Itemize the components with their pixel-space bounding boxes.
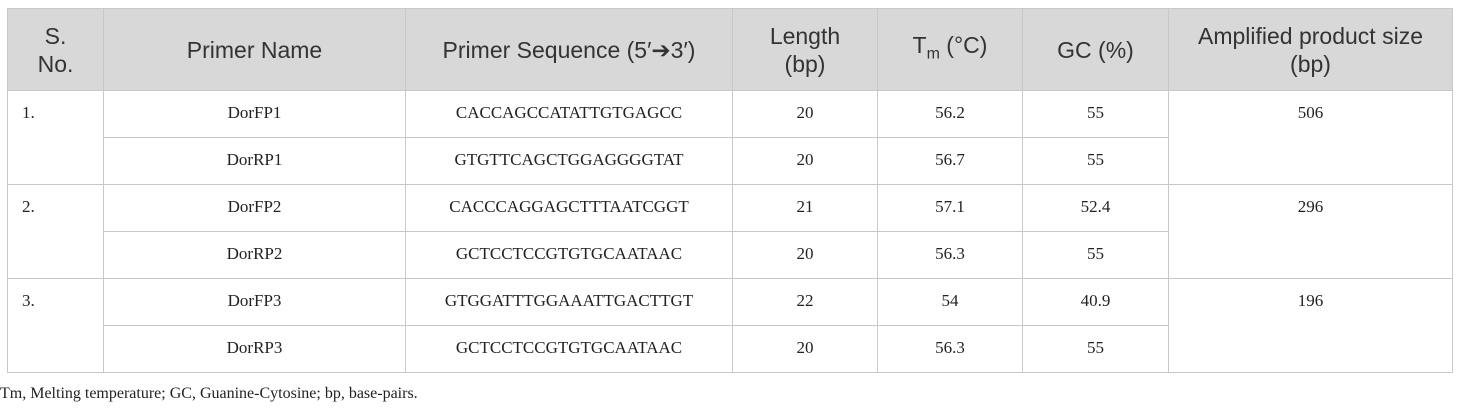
column-header: Tm (°C) xyxy=(877,8,1023,91)
header-text: GC (%) xyxy=(1057,36,1134,63)
cell-name: DorRP1 xyxy=(103,137,406,185)
cell-tm: 57.1 xyxy=(877,184,1023,232)
cell-sequence: GTGTTCAGCTGGAGGGGTAT xyxy=(405,137,733,185)
product-size: 296 xyxy=(1168,184,1453,279)
column-header: GC (%) xyxy=(1022,8,1169,91)
cell-length: 20 xyxy=(732,231,878,279)
cell-sequence: CACCCAGGAGCTTTAATCGGT xyxy=(405,184,733,232)
table-row: DorRP3 GCTCCTCCGTGTGCAATAAC 20 56.3 55 xyxy=(8,325,1453,373)
table-body: 1. DorFP1 CACCAGCCATATTGTGAGCC 20 56.2 55 506 D… xyxy=(7,90,1453,373)
header-text: Amplified product size (bp) xyxy=(1198,22,1423,77)
cell-length: 20 xyxy=(732,90,878,138)
header-text: Primer Sequence (5′➔3′) xyxy=(442,36,696,63)
cell-name: DorFP2 xyxy=(103,184,406,232)
footnote: Tm, Melting temperature; GC, Guanine-Cyt… xyxy=(0,385,418,402)
cell-gc: 55 xyxy=(1022,325,1169,373)
cell-gc: 55 xyxy=(1022,137,1169,185)
table-row: DorRP1 GTGTTCAGCTGGAGGGGTAT 20 56.7 55 xyxy=(8,137,1453,185)
header-text: (°C) xyxy=(939,31,988,58)
cell-sequence: GCTCCTCCGTGTGCAATAAC xyxy=(405,231,733,279)
table-row: 1. DorFP1 CACCAGCCATATTGTGAGCC 20 56.2 55 506 xyxy=(7,90,1453,185)
table-row: 3. DorFP3 GTGGATTTGGAAATTGACTTGT 22 54 40.9 19… xyxy=(7,278,1453,373)
column-header: Length (bp) xyxy=(732,8,878,91)
header-text: Length (bp) xyxy=(769,22,841,77)
column-header: Amplified product size (bp) xyxy=(1168,8,1453,91)
header-text: Primer Name xyxy=(186,36,323,63)
cell-name: DorFP3 xyxy=(103,278,406,326)
serial-number: 2. xyxy=(7,184,104,279)
cell-name: DorFP1 xyxy=(103,90,406,138)
column-header: S. No. xyxy=(7,8,104,91)
cell-name: DorRP3 xyxy=(103,325,406,373)
table-row: DorRP2 GCTCCTCCGTGTGCAATAAC 20 56.3 55 xyxy=(8,231,1453,279)
serial-number: 1. xyxy=(7,90,104,185)
cell-gc: 40.9 xyxy=(1022,278,1169,326)
column-header: Primer Name xyxy=(103,8,406,91)
cell-tm: 54 xyxy=(877,278,1023,326)
serial-number: 3. xyxy=(7,278,104,373)
cell-name: DorRP2 xyxy=(103,231,406,279)
cell-sequence: GCTCCTCCGTGTGCAATAAC xyxy=(405,325,733,373)
header-subscript: m xyxy=(926,45,940,63)
table-row: 2. DorFP2 CACCCAGGAGCTTTAATCGGT 21 57.1 52.4 2… xyxy=(7,184,1453,279)
cell-gc: 55 xyxy=(1022,231,1169,279)
cell-tm: 56.2 xyxy=(877,90,1023,138)
cell-length: 22 xyxy=(732,278,878,326)
column-header: Primer Sequence (5′➔3′) xyxy=(405,8,733,91)
header-row: S. No. Primer Name Primer Sequence (5′➔3′)… xyxy=(7,8,1453,91)
cell-gc: 52.4 xyxy=(1022,184,1169,232)
header-text: S. No. xyxy=(37,22,74,77)
cell-gc: 55 xyxy=(1022,90,1169,138)
table-wrap: S. No. Primer Name Primer Sequence (5′➔3′)… xyxy=(7,8,1453,373)
primer-table: S. No. Primer Name Primer Sequence (5′➔3′)… xyxy=(7,8,1453,373)
product-size: 506 xyxy=(1168,90,1453,185)
cell-length: 20 xyxy=(732,137,878,185)
cell-tm: 56.3 xyxy=(877,231,1023,279)
cell-tm: 56.3 xyxy=(877,325,1023,373)
cell-tm: 56.7 xyxy=(877,137,1023,185)
cell-sequence: CACCAGCCATATTGTGAGCC xyxy=(405,90,733,138)
cell-sequence: GTGGATTTGGAAATTGACTTGT xyxy=(405,278,733,326)
header-text: T xyxy=(912,31,927,58)
product-size: 196 xyxy=(1168,278,1453,373)
cell-length: 21 xyxy=(732,184,878,232)
cell-length: 20 xyxy=(732,325,878,373)
